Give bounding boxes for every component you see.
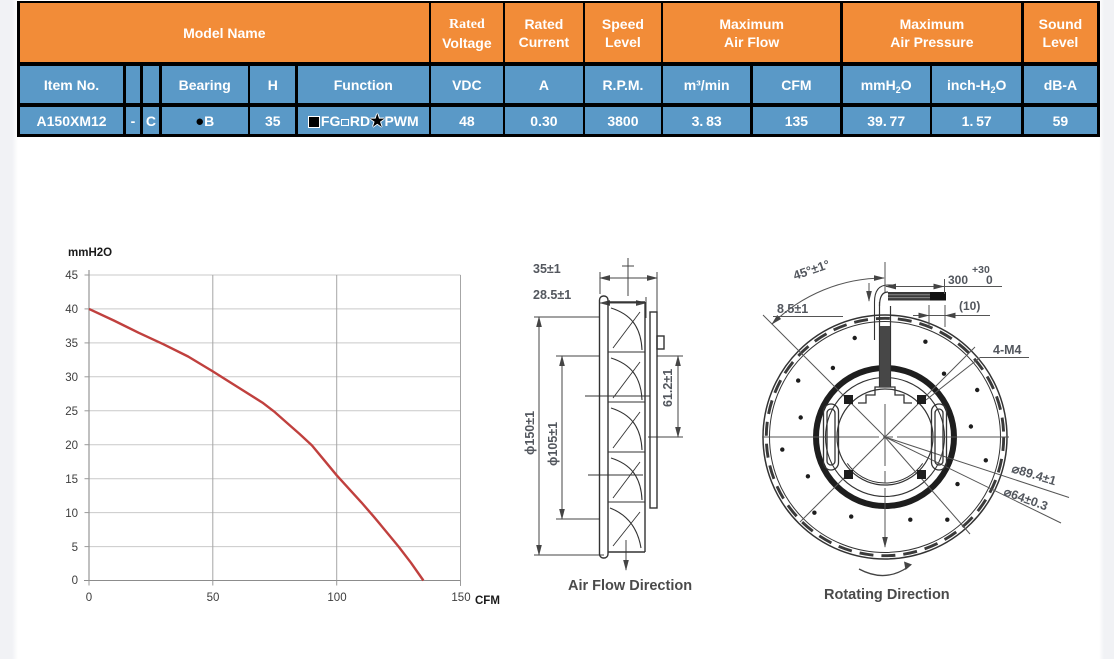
- svg-text:50: 50: [207, 592, 220, 604]
- svg-text:15: 15: [65, 474, 78, 486]
- svg-text:8.5±1: 8.5±1: [777, 302, 808, 316]
- svg-text:25: 25: [65, 406, 78, 418]
- svg-text:35±1: 35±1: [533, 262, 561, 276]
- svg-text:CFM: CFM: [475, 595, 500, 607]
- svg-text:ϕ150±1: ϕ150±1: [523, 411, 537, 455]
- svg-text:Air Flow Direction: Air Flow Direction: [568, 578, 692, 594]
- svg-text:35: 35: [65, 338, 78, 350]
- svg-text:⌀89.4±1: ⌀89.4±1: [1010, 461, 1058, 488]
- svg-text:5: 5: [72, 542, 78, 554]
- svg-text:0: 0: [86, 592, 92, 604]
- svg-text:+30: +30: [972, 264, 990, 276]
- svg-text:30: 30: [65, 372, 78, 384]
- svg-text:300: 300: [948, 273, 968, 287]
- svg-text:0: 0: [986, 273, 993, 287]
- svg-text:(10): (10): [959, 299, 980, 313]
- svg-text:ϕ105±1: ϕ105±1: [546, 422, 560, 466]
- svg-text:40: 40: [65, 304, 78, 316]
- svg-text:10: 10: [65, 508, 78, 520]
- svg-text:mmH2O: mmH2O: [68, 247, 112, 259]
- svg-text:28.5±1: 28.5±1: [533, 288, 571, 302]
- svg-text:45°±1°: 45°±1°: [791, 257, 831, 283]
- svg-text:100: 100: [327, 592, 346, 604]
- svg-text:0: 0: [72, 575, 78, 587]
- svg-text:45: 45: [65, 270, 78, 282]
- svg-text:150: 150: [451, 592, 470, 604]
- svg-text:4-M4: 4-M4: [993, 343, 1022, 357]
- svg-text:20: 20: [65, 440, 78, 452]
- svg-text:61.2±1: 61.2±1: [661, 369, 675, 407]
- svg-text:Rotating Direction: Rotating Direction: [824, 587, 950, 603]
